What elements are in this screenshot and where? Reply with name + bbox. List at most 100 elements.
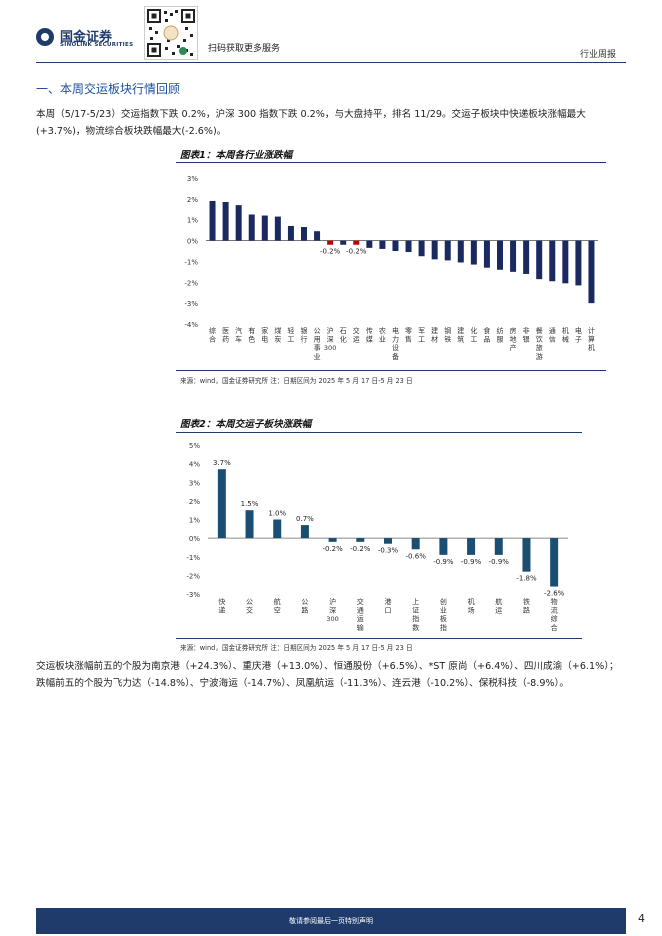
bar-电力设备 xyxy=(392,240,399,251)
data-label-公交: 1.5% xyxy=(241,500,259,508)
x-tick-label-综合: 综合 xyxy=(209,326,216,344)
bar-房地产 xyxy=(510,240,517,272)
x-tick-label-公路: 公路 xyxy=(301,598,308,615)
bar-港口 xyxy=(384,538,392,544)
summary-paragraph: 本周（5/17-5/23）交运指数下跌 0.2%，沪深 300 指数下跌 0.2… xyxy=(36,109,586,137)
data-label-航运: -0.9% xyxy=(489,558,510,566)
footer-disclaimer[interactable]: 敬请参阅最后一页特别声明 xyxy=(289,917,373,925)
bar-快递 xyxy=(217,469,226,539)
x-tick-label-房地产: 房地产 xyxy=(510,326,517,352)
bar-上证指数 xyxy=(411,538,420,550)
stocks-paragraph: 交运板块涨幅前五的个股为南京港（+24.3%）、重庆港（+13.0%）、恒通股份… xyxy=(36,661,619,689)
x-tick-label-非银: 非银 xyxy=(523,326,530,344)
qr-code-icon xyxy=(147,9,195,57)
x-tick-label-农业: 农业 xyxy=(379,326,386,344)
x-tick-label-港口: 港口 xyxy=(385,597,392,615)
data-label-快递: 3.7% xyxy=(213,459,231,467)
x-tick-label-通信: 通信 xyxy=(549,326,556,344)
x-tick-label-餐饮旅游: 餐饮旅游 xyxy=(536,326,543,361)
bar-轻工 xyxy=(287,225,294,241)
bar-食品 xyxy=(483,240,490,268)
bar-餐饮旅游 xyxy=(536,240,543,280)
bar-通信 xyxy=(549,240,556,282)
data-label-交通运输: -0.2% xyxy=(350,545,371,553)
y-tick-label: -4% xyxy=(184,321,198,329)
logo-chinese-name: 国金证券 xyxy=(60,30,113,45)
x-tick-label-上证指数: 上证指数 xyxy=(412,597,419,632)
y-tick-label: -2% xyxy=(186,572,200,580)
bar-电子 xyxy=(575,240,582,286)
bar-综合 xyxy=(209,200,216,241)
chart2-source: 来源：wind，国金证券研究所 注：日期区间为 2025 年 5 月 17 日-… xyxy=(180,644,413,652)
x-tick-label-医药: 医药 xyxy=(222,327,229,344)
x-tick-label-石化: 石化 xyxy=(340,327,347,344)
x-tick-label-银行: 银行 xyxy=(301,326,308,344)
bar-沪深300 xyxy=(327,240,334,245)
x-tick-label-物流综合: 物流综合 xyxy=(551,597,558,632)
data-label-沪深300: -0.2% xyxy=(320,248,341,256)
bar-交运 xyxy=(353,240,360,245)
chart2-title: 图表2：本周交运子板块涨跌幅 xyxy=(180,419,312,430)
x-tick-label-化工: 化工 xyxy=(470,326,477,344)
x-tick-label-家电: 家电 xyxy=(261,326,268,344)
bar-机场 xyxy=(467,538,476,555)
x-tick-label-有色: 有色 xyxy=(248,326,255,344)
y-tick-label: -3% xyxy=(184,300,198,308)
bar-家电 xyxy=(261,215,268,241)
bar-石化 xyxy=(340,240,347,245)
x-tick-label-轻工: 轻工 xyxy=(287,326,294,344)
chart1-top-rule xyxy=(176,162,606,163)
x-tick-label-纺服: 纺服 xyxy=(497,326,504,344)
x-tick-label-钢铁: 钢铁 xyxy=(444,326,451,344)
x-tick-label-汽车: 汽车 xyxy=(235,326,242,344)
y-tick-label: -1% xyxy=(184,258,198,266)
chart2-top-rule xyxy=(176,432,582,433)
report-type: 行业周报 xyxy=(580,50,617,60)
bar-建材 xyxy=(431,240,438,260)
x-tick-label-公交: 公交 xyxy=(246,598,253,615)
data-label-上证指数: -0.6% xyxy=(406,552,427,560)
chart1-title: 图表1：本周各行业涨跌幅 xyxy=(180,150,293,161)
y-tick-label: 0% xyxy=(189,535,200,543)
x-tick-label-创业板指: 创业板指 xyxy=(440,597,447,632)
x-tick-label-航运: 航运 xyxy=(495,597,502,615)
x-tick-label-机场: 机场 xyxy=(468,597,475,615)
x-tick-label-建材: 建材 xyxy=(431,326,438,344)
bar-沪深300 xyxy=(328,538,337,542)
bar-零售 xyxy=(405,240,412,253)
section-title: 一、本周交运板块行情回顾 xyxy=(36,82,181,96)
y-tick-label: 1% xyxy=(189,517,200,525)
data-label-创业板指: -0.9% xyxy=(433,558,454,566)
y-tick-label: 3% xyxy=(187,175,198,183)
y-tick-label: 0% xyxy=(187,238,198,246)
x-tick-label-交通运输: 交通运输 xyxy=(357,597,364,632)
bar-农业 xyxy=(379,240,386,249)
y-tick-label: 5% xyxy=(189,442,200,450)
qr-code[interactable] xyxy=(144,6,198,60)
bar-机械 xyxy=(562,240,569,284)
bar-银行 xyxy=(301,227,307,241)
x-tick-label-电力设备: 电力设备 xyxy=(392,326,399,361)
bar-航空 xyxy=(273,519,282,539)
logo-english-name: SINOLINK SECURITIES xyxy=(60,42,134,48)
bar-航运 xyxy=(494,538,503,555)
header-divider xyxy=(36,62,626,63)
x-tick-label-航空: 航空 xyxy=(274,597,281,615)
bar-非银 xyxy=(523,240,530,274)
y-tick-label: -3% xyxy=(186,591,200,599)
chart1-source: 来源：wind，国金证券研究所 注：日期区间为 2025 年 5 月 17 日-… xyxy=(180,377,413,385)
data-label-沪深300: -0.2% xyxy=(322,545,343,553)
page-number: 4 xyxy=(638,912,645,925)
data-label-公路: 0.7% xyxy=(296,515,314,523)
bar-铁路 xyxy=(522,538,531,572)
bar-军工 xyxy=(418,240,425,257)
x-tick-label-军工: 军工 xyxy=(418,327,425,344)
bar-化工 xyxy=(470,240,477,265)
x-tick-label-沪深300: 沪深 300 xyxy=(326,597,338,623)
x-tick-label-快递: 快递 xyxy=(218,597,225,615)
bar-公交 xyxy=(245,510,254,539)
qr-caption: 扫码获取更多服务 xyxy=(208,44,281,54)
x-tick-label-煤炭: 煤炭 xyxy=(274,326,281,344)
logo-mark-icon xyxy=(36,28,54,46)
bar-汽车 xyxy=(235,205,242,241)
